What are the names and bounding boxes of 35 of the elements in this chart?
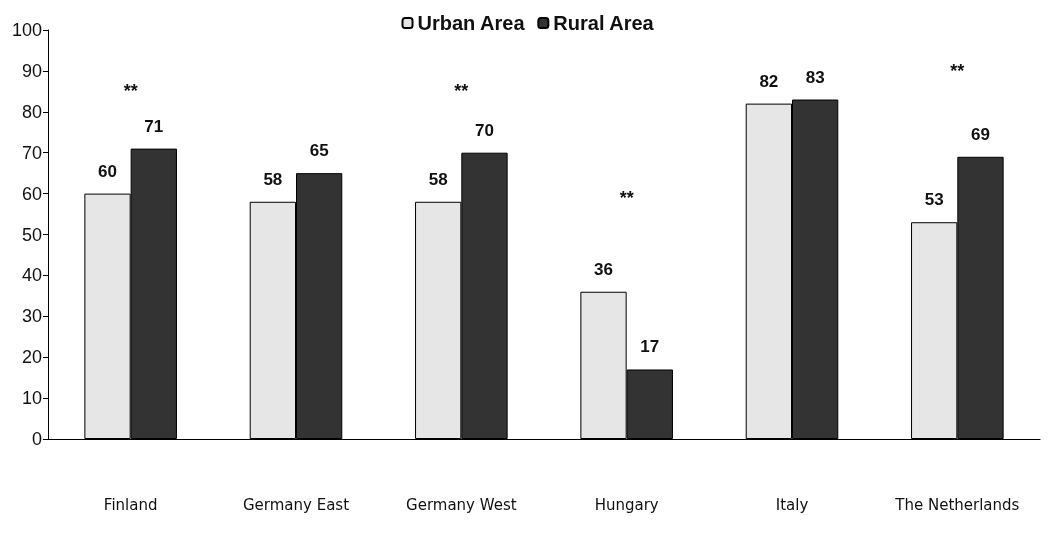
y-tick-label: 50	[21, 224, 42, 245]
legend-label: Rural Area	[553, 12, 655, 34]
annotation: **	[950, 60, 965, 81]
data-label: 70	[475, 120, 494, 140]
annotation: **	[454, 81, 469, 102]
y-tick-label: 0	[31, 429, 42, 449]
data-label: 58	[428, 169, 448, 189]
x-tick-label: Hungary	[594, 495, 659, 514]
data-label: 58	[263, 169, 283, 189]
data-label: 36	[594, 259, 613, 279]
annotation: **	[123, 81, 138, 102]
x-tick-label: Germany East	[242, 495, 350, 514]
x-tick-label: Italy	[775, 495, 809, 514]
data-label: 71	[144, 116, 164, 136]
y-tick-label: 40	[21, 265, 42, 286]
data-label: 17	[640, 337, 660, 357]
data-label: 53	[924, 190, 944, 210]
y-tick-label: 100	[11, 20, 42, 40]
x-tick-label: Germany West	[406, 495, 517, 514]
annotation: **	[619, 187, 634, 208]
y-tick-label: 70	[21, 142, 42, 163]
y-tick-label: 80	[21, 101, 42, 122]
x-tick-label: Finland	[103, 495, 158, 514]
y-tick-label: 20	[21, 347, 42, 368]
data-label: 82	[759, 71, 779, 91]
y-tick-label: 10	[21, 388, 42, 409]
legend-label: Urban Area	[417, 12, 526, 34]
data-label: 60	[98, 161, 117, 181]
x-tick-label: The Netherlands	[894, 495, 1020, 514]
y-tick-label: 60	[21, 183, 42, 204]
data-label: 65	[309, 141, 329, 161]
data-label: 83	[805, 67, 825, 87]
data-label: 69	[971, 124, 990, 144]
y-tick-label: 30	[21, 306, 42, 327]
y-tick-label: 90	[21, 60, 42, 81]
